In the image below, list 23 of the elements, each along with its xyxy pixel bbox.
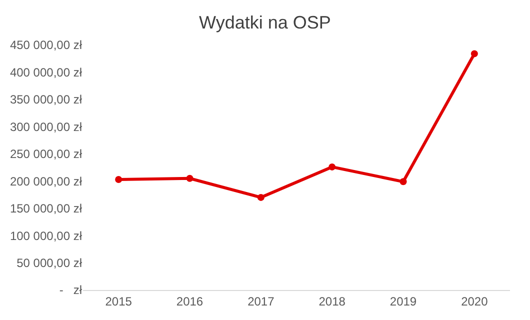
point: [400, 178, 407, 186]
point: [115, 176, 122, 183]
y-tick-label: 250 000,00 zł: [10, 147, 82, 162]
x-tick-label: 2015: [105, 294, 132, 308]
x-tick-label: 2017: [248, 294, 275, 308]
x-tick-label: 2018: [318, 294, 346, 308]
point: [328, 163, 336, 170]
y-tick-label: 150 000,00 zł: [10, 202, 82, 216]
point: [186, 174, 194, 182]
x-tick-label: 2019: [390, 294, 417, 308]
x-tick-label: 2020: [461, 294, 488, 308]
y-tick-label: 350 000,00 zł: [10, 92, 82, 107]
y-tick-label: - zł: [59, 283, 82, 298]
y-tick-label: 100 000,00 zł: [10, 228, 82, 243]
y-tick-label: 300 000,00 zł: [10, 120, 82, 134]
point: [470, 50, 478, 58]
point: [257, 194, 264, 201]
y-tick-label: 450 000,00 zł: [10, 38, 82, 52]
y-tick-label: 400 000,00 zł: [10, 65, 82, 80]
x-tick-label: 2016: [176, 294, 204, 308]
y-tick-label: 200 000,00 zł: [10, 174, 82, 188]
chart-title: Wydatki na OSP: [199, 12, 331, 33]
y-tick-label: 50 000,00 zł: [16, 256, 82, 270]
